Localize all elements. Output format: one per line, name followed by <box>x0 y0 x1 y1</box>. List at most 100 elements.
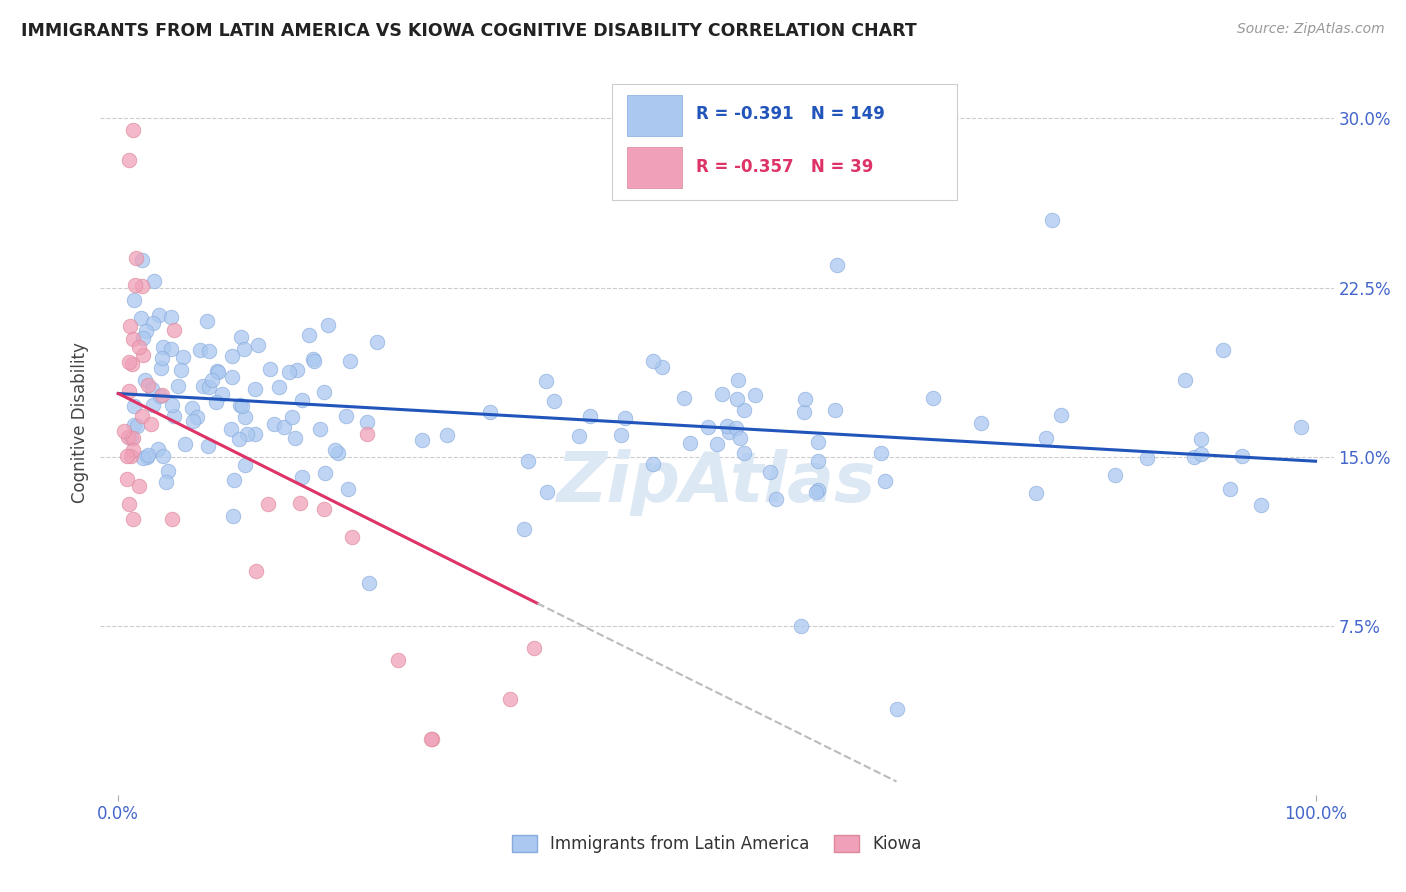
Point <box>245 564 267 578</box>
Point <box>679 436 702 450</box>
Point <box>436 428 458 442</box>
Text: R = -0.391   N = 149: R = -0.391 N = 149 <box>696 105 884 123</box>
Point <box>245 382 267 396</box>
Point <box>118 355 141 369</box>
Point <box>302 351 325 366</box>
Point <box>221 369 243 384</box>
Point <box>568 428 591 442</box>
Text: Source: ZipAtlas.com: Source: ZipAtlas.com <box>1237 22 1385 37</box>
Point <box>120 319 142 334</box>
Point <box>181 414 204 428</box>
Point <box>922 391 945 405</box>
Point <box>118 153 141 168</box>
Point <box>201 373 224 387</box>
Point <box>824 402 846 417</box>
Point <box>499 691 522 706</box>
Point <box>1230 449 1253 463</box>
Point <box>128 340 150 354</box>
Point <box>190 343 212 357</box>
Point <box>314 466 336 480</box>
Point <box>1136 451 1159 466</box>
Point <box>298 328 321 343</box>
Point <box>180 401 202 416</box>
Point <box>718 425 741 440</box>
Point <box>673 391 696 405</box>
Point <box>706 436 728 450</box>
Point <box>696 420 718 434</box>
Point <box>163 409 186 424</box>
Bar <box>627 147 682 188</box>
Point <box>543 393 565 408</box>
Point <box>148 308 170 322</box>
Point <box>793 404 815 418</box>
Point <box>231 329 253 343</box>
Point <box>224 473 246 487</box>
Point <box>127 419 149 434</box>
Point <box>197 344 219 359</box>
Point <box>136 377 159 392</box>
Point <box>235 409 257 424</box>
Point <box>120 449 142 463</box>
Point <box>807 483 830 497</box>
Point <box>159 310 181 324</box>
Point <box>284 431 307 445</box>
Point <box>134 373 156 387</box>
Point <box>1189 433 1212 447</box>
Point <box>419 731 441 746</box>
Point <box>124 278 146 293</box>
Point <box>411 433 433 447</box>
Point <box>725 392 748 406</box>
Point <box>157 464 180 478</box>
Point <box>1040 212 1063 227</box>
Point <box>730 431 752 445</box>
Point <box>211 387 233 401</box>
Point <box>131 253 153 268</box>
Point <box>302 354 325 368</box>
Point <box>155 475 177 489</box>
Point <box>267 380 290 394</box>
Point <box>247 338 270 352</box>
Point <box>291 392 314 407</box>
Point <box>152 449 174 463</box>
Point <box>513 522 536 536</box>
Point <box>149 389 172 403</box>
Point <box>243 427 266 442</box>
Point <box>112 424 135 438</box>
Point <box>121 431 143 445</box>
Point <box>517 454 540 468</box>
Point <box>825 258 848 272</box>
Point <box>139 417 162 431</box>
Point <box>170 362 193 376</box>
Point <box>356 427 378 442</box>
Point <box>273 420 295 434</box>
Point <box>1050 408 1073 422</box>
Point <box>308 422 330 436</box>
Point <box>131 331 153 345</box>
Point <box>160 398 183 412</box>
Point <box>610 428 633 442</box>
Point <box>886 702 908 716</box>
Point <box>163 323 186 337</box>
Point <box>162 512 184 526</box>
Point <box>1035 431 1057 445</box>
Point <box>122 512 145 526</box>
Point <box>1212 343 1234 357</box>
Point <box>186 409 208 424</box>
Point <box>727 373 749 387</box>
Point <box>326 446 349 460</box>
Point <box>744 387 766 401</box>
Point <box>142 398 165 412</box>
Point <box>420 732 443 747</box>
Point <box>807 454 830 468</box>
Point <box>121 122 143 136</box>
Point <box>387 653 409 667</box>
Point <box>312 384 335 399</box>
Point <box>870 445 893 459</box>
Point <box>135 324 157 338</box>
Point <box>132 348 155 362</box>
Point <box>716 419 738 434</box>
Point <box>733 446 755 460</box>
Point <box>1250 498 1272 512</box>
Bar <box>627 95 682 136</box>
Text: R = -0.357   N = 39: R = -0.357 N = 39 <box>696 158 873 176</box>
